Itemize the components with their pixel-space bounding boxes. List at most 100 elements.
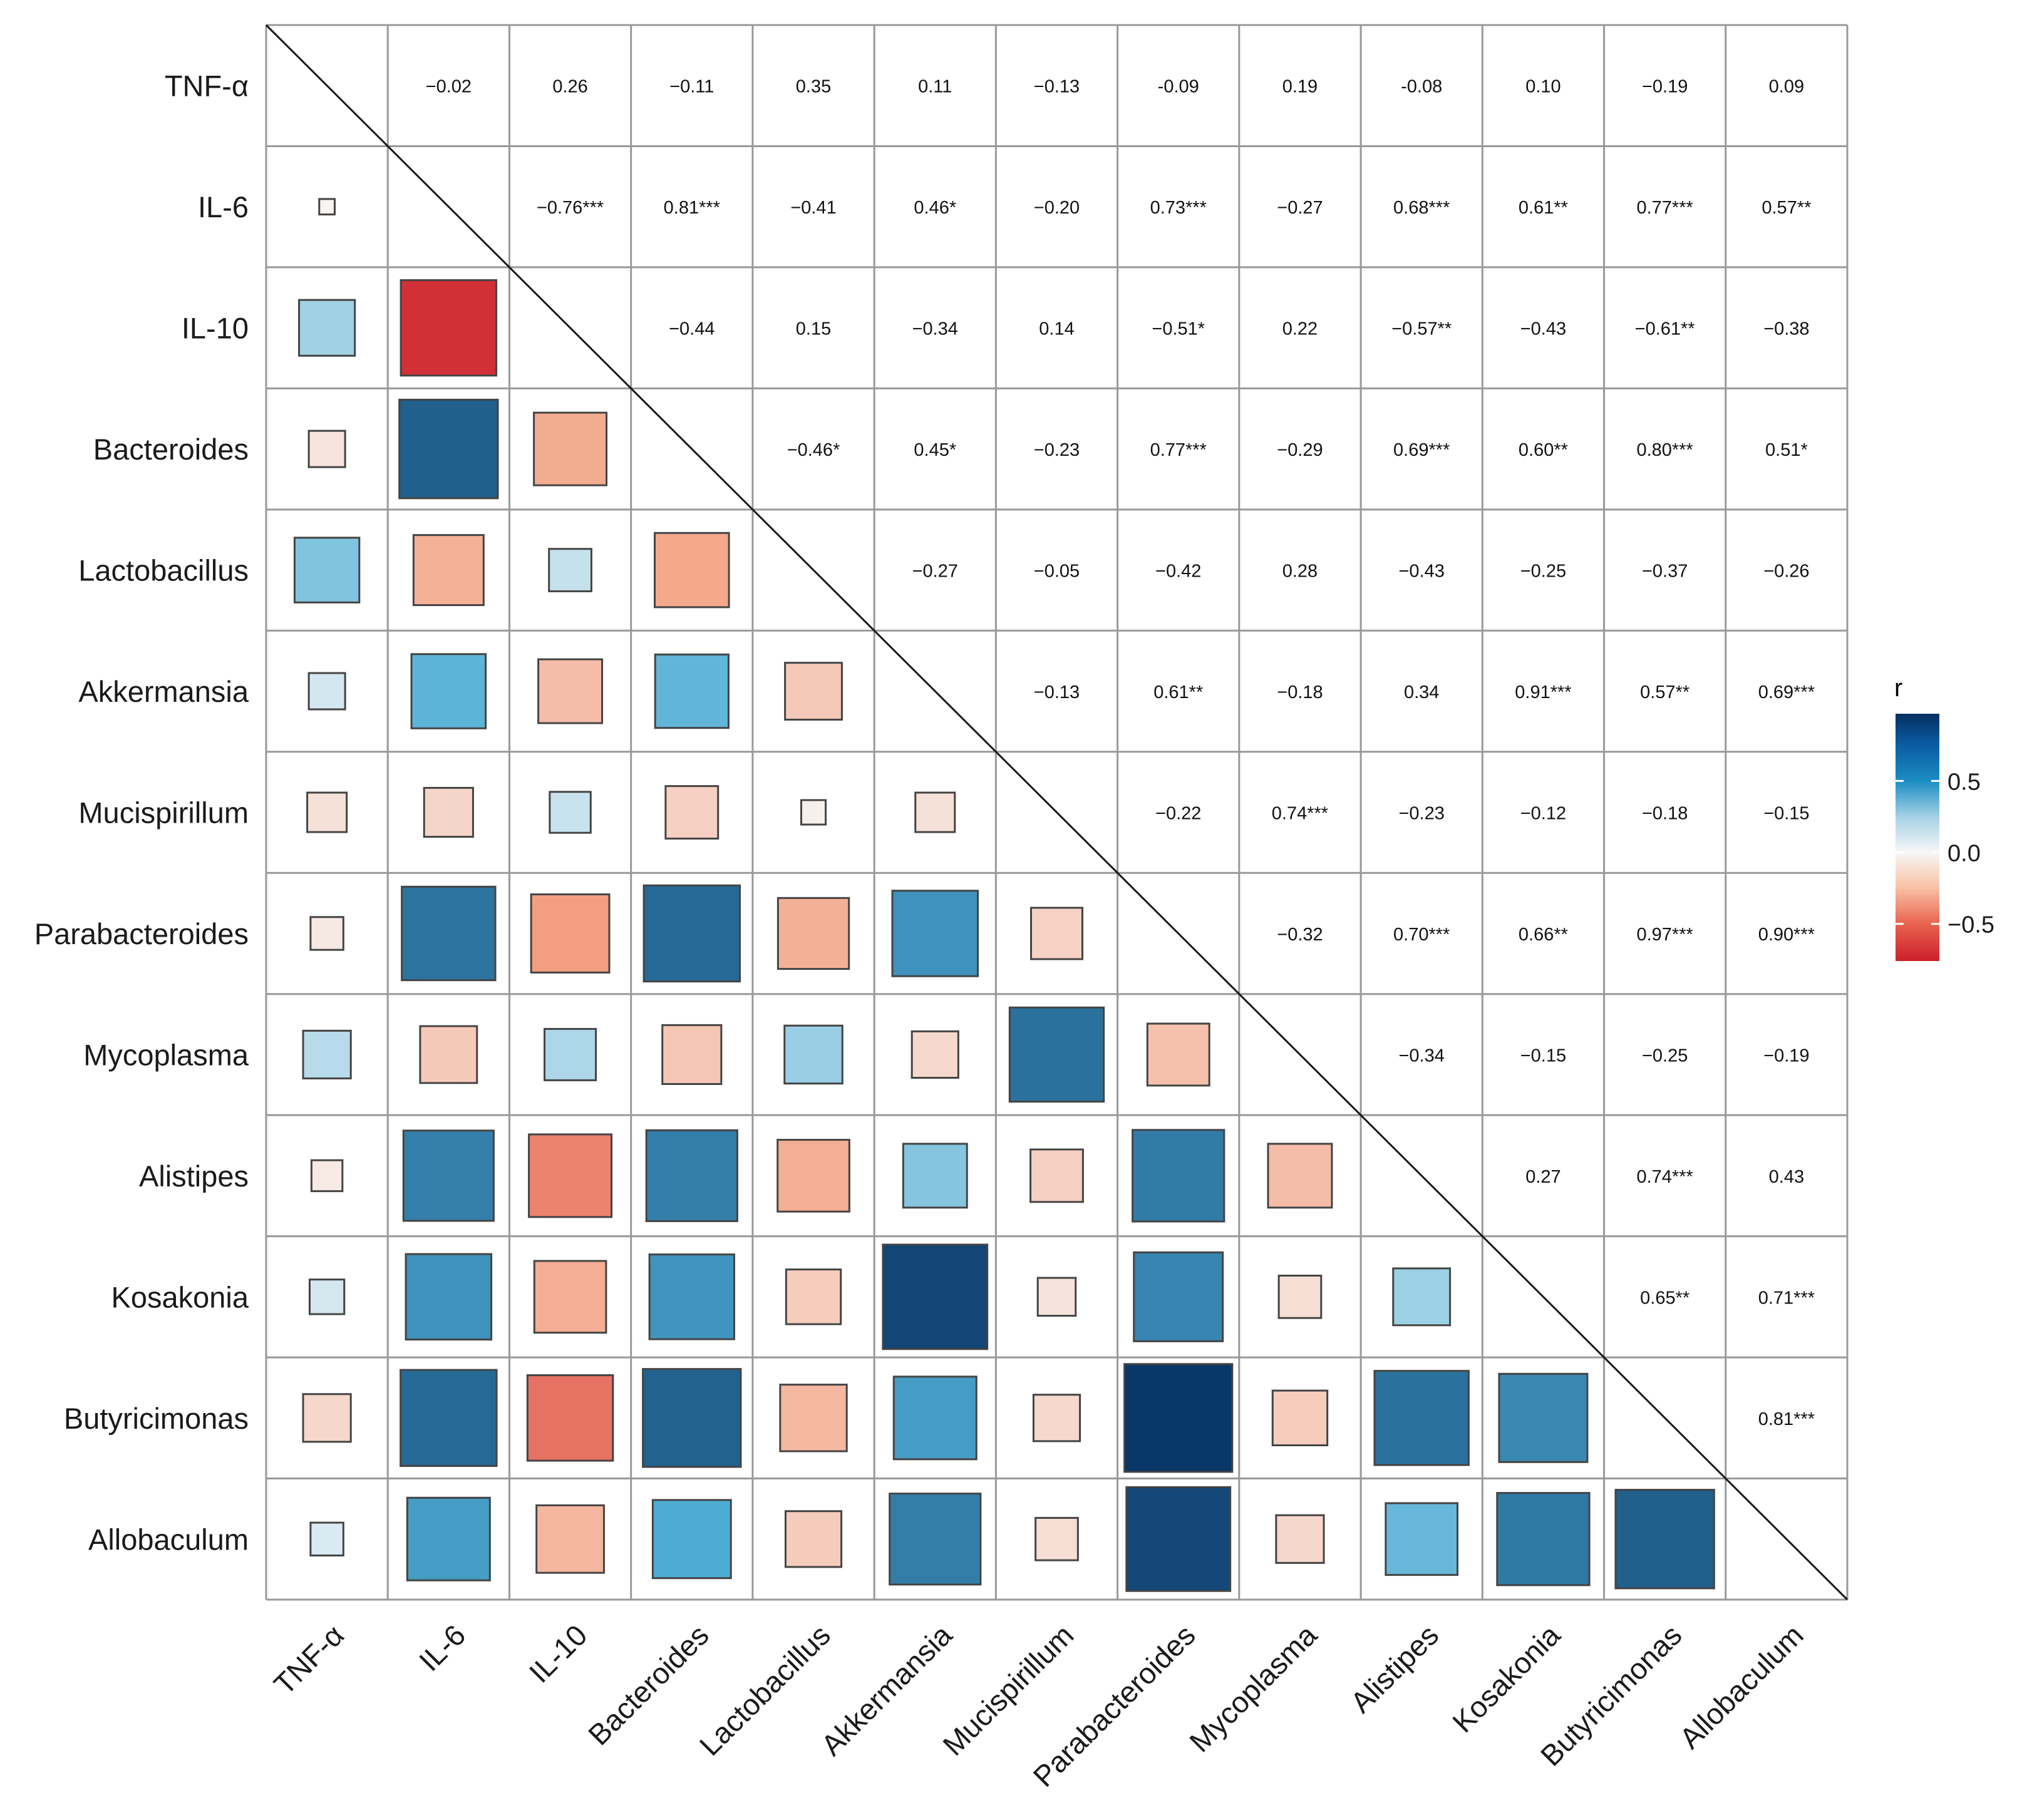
corr-square <box>398 398 499 500</box>
corr-value-label: −0.43 <box>1520 319 1566 339</box>
corr-value-label: −0.13 <box>1034 77 1080 97</box>
corr-square <box>1029 1148 1084 1203</box>
x-tick-label: IL-6 <box>413 1618 472 1678</box>
corr-square <box>651 1499 732 1580</box>
corr-square <box>1614 1489 1715 1590</box>
corr-value-label: −0.12 <box>1520 804 1566 824</box>
corr-value-label: 0.81*** <box>664 198 720 218</box>
corr-value-label: −0.15 <box>1520 1046 1566 1066</box>
cells: −0.02 0.26 −0.11 0.35 0.11 −0.13 -0.09 0.19 -0.0… <box>293 77 1815 1592</box>
corr-square <box>882 1243 989 1350</box>
corr-square <box>1034 1516 1079 1561</box>
corr-square <box>1032 1394 1081 1442</box>
corr-square <box>309 916 344 951</box>
corr-value-label: −0.34 <box>1398 1046 1444 1066</box>
corr-value-label: 0.19 <box>1282 77 1318 97</box>
corr-value-label: 0.57** <box>1640 682 1689 702</box>
corr-square <box>533 411 608 486</box>
corr-square <box>1146 1022 1210 1087</box>
color-legend: r 0.5 0.0 −0.5 <box>1894 674 1994 961</box>
corr-value-label: 0.22 <box>1282 319 1318 339</box>
corr-square <box>307 429 346 468</box>
corr-value-label: 0.51* <box>1765 440 1808 460</box>
corr-value-label: −0.34 <box>912 319 958 339</box>
corr-square <box>548 548 592 592</box>
corr-square <box>1498 1372 1589 1463</box>
corr-square <box>1133 1251 1224 1342</box>
corr-value-label: −0.11 <box>669 77 714 97</box>
corr-value-label: −0.76*** <box>537 198 604 218</box>
corr-square <box>1275 1514 1325 1564</box>
corr-value-label: −0.42 <box>1155 562 1201 582</box>
corr-square <box>308 1278 346 1315</box>
x-tick-label: TNF-α <box>267 1618 350 1701</box>
corr-value-label: 0.57** <box>1762 198 1811 218</box>
corr-value-label: 0.43 <box>1769 1167 1804 1187</box>
corr-value-label: 0.11 <box>918 77 952 97</box>
corr-value-label: −0.32 <box>1277 925 1323 945</box>
corr-square <box>642 884 741 983</box>
corr-value-label: 0.71*** <box>1758 1288 1815 1308</box>
corr-value-label: −0.61** <box>1635 319 1695 339</box>
corr-square <box>784 1510 843 1568</box>
corr-square <box>654 532 730 609</box>
y-tick-label: Mucispirillum <box>78 796 249 830</box>
y-tick-label: Alistipes <box>139 1159 249 1193</box>
corr-square <box>1123 1363 1234 1473</box>
corr-value-label: 0.69*** <box>1758 682 1815 702</box>
y-axis-labels: TNF-α IL-6 IL-10 Bacteroides Lactobacillus Ak… <box>34 69 249 1556</box>
y-tick-label: Mycoplasma <box>83 1038 249 1071</box>
corr-square <box>306 791 348 833</box>
corr-square <box>1373 1370 1470 1466</box>
corr-square <box>309 1521 344 1556</box>
corr-square <box>405 1253 493 1341</box>
corr-value-label: 0.77*** <box>1150 440 1207 460</box>
corr-value-label: −0.44 <box>669 319 714 339</box>
corr-value-label: 0.70*** <box>1393 925 1450 945</box>
corr-square <box>410 653 487 729</box>
corr-value-label: −0.27 <box>912 562 958 582</box>
corr-square <box>779 1384 848 1452</box>
corr-square <box>1030 907 1083 960</box>
corr-square <box>800 799 827 826</box>
corr-square <box>785 1268 842 1325</box>
corr-value-label: 0.28 <box>1282 562 1318 582</box>
corr-value-label: 0.35 <box>796 77 831 97</box>
corr-value-label: −0.51* <box>1152 319 1205 339</box>
corr-square <box>910 1030 959 1079</box>
diagonal-line <box>265 24 1849 1601</box>
corr-square <box>1132 1129 1225 1223</box>
corr-square <box>402 1129 495 1222</box>
corr-square <box>400 1369 498 1468</box>
y-tick-label: IL-10 <box>182 312 249 345</box>
legend-tick-label: −0.5 <box>1947 912 1994 938</box>
corr-square <box>654 653 730 729</box>
corr-value-label: −0.18 <box>1642 804 1688 824</box>
corr-value-label: −0.19 <box>1763 1046 1809 1066</box>
x-tick-label: Alistipes <box>1344 1618 1445 1719</box>
corr-value-label: -0.08 <box>1401 77 1442 97</box>
y-tick-label: Kosakonia <box>111 1280 249 1314</box>
y-tick-label: Akkermansia <box>78 675 249 708</box>
x-axis-labels: TNF-α IL-6 IL-10BacteroidesLactobacillusAk… <box>267 1618 1810 1793</box>
corr-value-label: −0.29 <box>1277 440 1323 460</box>
corr-value-label: 0.65** <box>1640 1288 1689 1308</box>
y-tick-label: Butyricimonas <box>64 1402 249 1435</box>
corr-square <box>406 1496 491 1581</box>
corr-square <box>1277 1274 1323 1319</box>
y-tick-label: Bacteroides <box>93 433 249 466</box>
corr-square <box>891 890 979 977</box>
corr-square <box>423 786 474 838</box>
y-tick-label: Parabacteroides <box>34 917 249 950</box>
legend-ticks: 0.5 0.0 −0.5 <box>1896 769 1994 938</box>
x-tick-label: Lactobacillus <box>693 1618 837 1762</box>
corr-value-label: −0.38 <box>1763 319 1809 339</box>
corr-square <box>892 1375 978 1461</box>
corr-value-label: −0.57** <box>1391 319 1452 339</box>
corr-value-label: −0.25 <box>1520 562 1566 582</box>
corr-value-label: −0.23 <box>1034 440 1080 460</box>
corr-value-label: 0.73*** <box>1150 198 1207 218</box>
x-tick-label: Allobaculum <box>1673 1618 1810 1756</box>
corr-value-label: 0.66** <box>1519 925 1568 945</box>
